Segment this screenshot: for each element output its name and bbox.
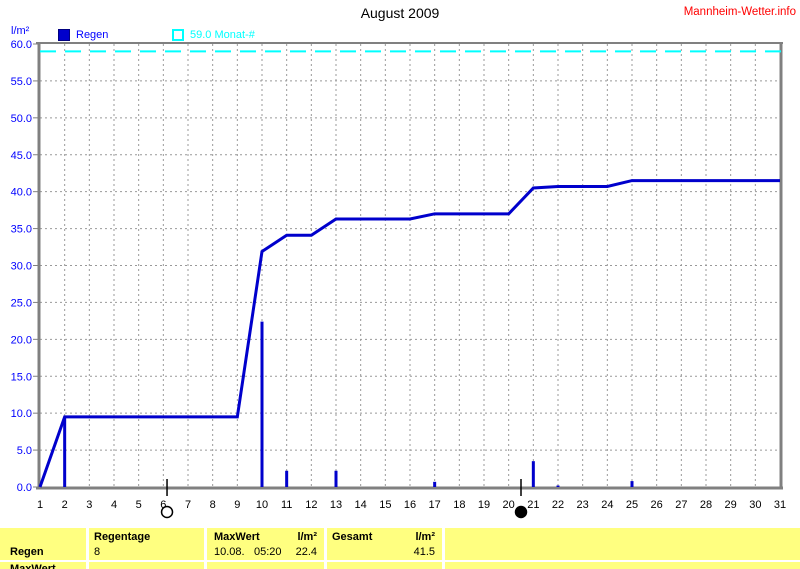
x-tick-label-3: 3: [86, 499, 92, 511]
bar-day-10: [260, 321, 264, 487]
y-tick-label-50.0: 50.0: [11, 113, 32, 125]
table-cell-rowlabel: Regen: [0, 528, 86, 560]
bar-day-11: [285, 470, 289, 487]
y-tick-label-55.0: 55.0: [11, 76, 32, 88]
x-tick-label-25: 25: [626, 499, 638, 511]
y-tick-label-10.0: 10.0: [11, 408, 32, 420]
table-cell-2b: [89, 562, 204, 569]
x-tick-label-28: 28: [700, 499, 712, 511]
table-cell-maxwert: MaxWert l/m² 10.08. 05:20 22.4: [207, 528, 324, 560]
value-maxwert-time: 05:20: [254, 546, 282, 558]
x-tick-label-10: 10: [256, 499, 268, 511]
y-tick-label-25.0: 25.0: [11, 297, 32, 309]
row-label-regen: Regen: [10, 546, 44, 558]
x-tick-label-23: 23: [577, 499, 589, 511]
legend-label-regen: Regen: [76, 29, 109, 41]
y-tick-label-15.0: 15.0: [11, 371, 32, 383]
x-tick-label-30: 30: [749, 499, 761, 511]
site-link[interactable]: Mannheim-Wetter.info: [683, 6, 796, 18]
x-tick-label-15: 15: [379, 499, 391, 511]
x-tick-label-31: 31: [774, 499, 786, 511]
x-tick-label-14: 14: [355, 499, 367, 511]
y-tick-label-0.0: 0.0: [17, 482, 32, 494]
full-moon-icon: [160, 505, 174, 519]
x-tick-label-24: 24: [601, 499, 613, 511]
bar-day-13: [334, 470, 338, 487]
table-cell-2e: [445, 562, 800, 569]
value-gesamt: 41.5: [413, 546, 435, 558]
value-maxwert: 22.4: [295, 546, 317, 558]
x-tick-label-16: 16: [404, 499, 416, 511]
row-label-maxwert: MaxWert: [10, 563, 56, 569]
bar-day-2: [63, 416, 67, 487]
y-tick-label-45.0: 45.0: [11, 150, 32, 162]
x-tick-label-21: 21: [527, 499, 539, 511]
table-cell-2d: [327, 562, 442, 569]
header-gesamt-unit: l/m²: [415, 531, 435, 543]
x-tick-label-1: 1: [37, 499, 43, 511]
x-tick-label-4: 4: [111, 499, 117, 511]
x-tick-label-13: 13: [330, 499, 342, 511]
new-moon-icon: [514, 505, 528, 519]
x-tick-label-7: 7: [185, 499, 191, 511]
x-tick-label-22: 22: [552, 499, 564, 511]
bar-day-22: [556, 485, 560, 487]
y-tick-label-60.0: 60.0: [11, 39, 32, 51]
value-maxwert-date: 10.08.: [214, 546, 245, 558]
x-tick-label-6: 6: [160, 499, 166, 511]
x-tick-label-8: 8: [210, 499, 216, 511]
table-cell-2c: [207, 562, 324, 569]
table-cell-gesamt: Gesamt l/m² 41.5: [327, 528, 442, 560]
x-tick-label-9: 9: [234, 499, 240, 511]
x-tick-label-5: 5: [136, 499, 142, 511]
x-tick-label-17: 17: [429, 499, 441, 511]
header-maxwert-unit: l/m²: [297, 531, 317, 543]
table-cell-empty: [445, 528, 800, 560]
y-axis-unit-label: l/m²: [11, 25, 30, 37]
table-cell-rowlabel-2: MaxWert: [0, 562, 86, 569]
legend-label-monat: 59.0 Monat-#: [190, 29, 255, 41]
bar-day-17: [433, 481, 437, 487]
monat-swatch-icon: [172, 29, 184, 41]
x-tick-label-20: 20: [503, 499, 515, 511]
table-cell-regentage: Regentage 8: [89, 528, 204, 560]
bar-day-21: [531, 461, 535, 487]
rain-chart: 0.0 5.0 10.0 15.0 20.0 25.0 30.0 35.0 40.0 45.0 50…: [11, 39, 786, 519]
y-tick-label-30.0: 30.0: [11, 261, 32, 273]
x-tick-label-27: 27: [675, 499, 687, 511]
header-gesamt: Gesamt: [332, 531, 373, 543]
y-tick-label-35.0: 35.0: [11, 224, 32, 236]
x-tick-label-18: 18: [453, 499, 465, 511]
header-maxwert: MaxWert: [214, 531, 260, 543]
x-tick-label-19: 19: [478, 499, 490, 511]
y-tick-label-40.0: 40.0: [11, 187, 32, 199]
y-tick-label-5.0: 5.0: [17, 445, 32, 457]
legend-item-monat: 59.0 Monat-#: [172, 29, 255, 41]
bar-day-25: [630, 481, 634, 487]
x-tick-label-26: 26: [651, 499, 663, 511]
legend-item-regen: Regen: [58, 29, 108, 41]
header-regentage: Regentage: [94, 531, 151, 543]
page-title: August 2009: [360, 5, 440, 21]
value-regentage: 8: [94, 546, 101, 558]
y-tick-label-20.0: 20.0: [11, 334, 32, 346]
x-tick-label-29: 29: [725, 499, 737, 511]
x-tick-label-12: 12: [305, 499, 317, 511]
regen-swatch-icon: [58, 29, 70, 41]
x-tick-label-11: 11: [281, 499, 292, 511]
x-tick-label-2: 2: [62, 499, 68, 511]
cumulative-rain-line: [38, 179, 780, 488]
